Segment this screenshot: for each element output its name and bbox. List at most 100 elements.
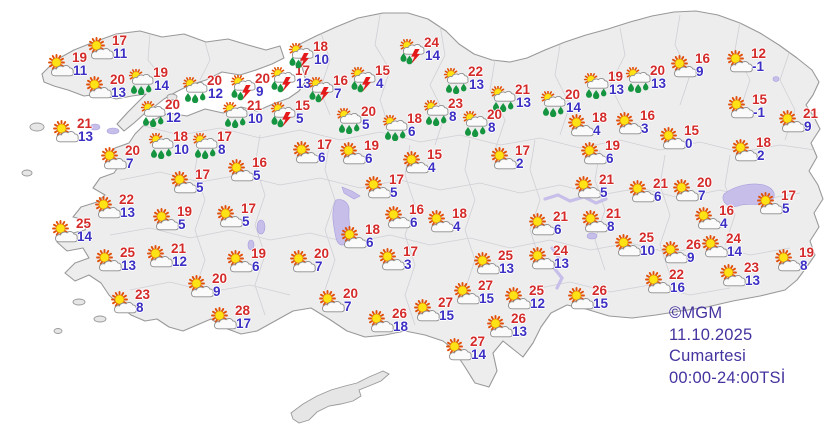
suncloud-icon <box>672 179 699 205</box>
suncloud-icon <box>774 249 801 275</box>
high-temp: 19 <box>364 138 380 153</box>
suncloud-icon <box>378 248 405 274</box>
high-temp: 17 <box>317 137 333 152</box>
storm-icon <box>270 102 297 128</box>
high-temp: 18 <box>173 129 189 144</box>
low-temp: 9 <box>256 84 264 99</box>
high-temp: 18 <box>592 110 608 125</box>
low-temp: -1 <box>753 105 766 120</box>
low-temp: 6 <box>318 150 326 165</box>
low-temp: 9 <box>213 284 221 299</box>
storm-icon <box>288 43 315 69</box>
low-temp: 9 <box>696 64 704 79</box>
high-temp: 20 <box>697 175 713 190</box>
low-temp: 5 <box>600 185 608 200</box>
suncloud-icon <box>694 207 721 233</box>
suncloud-icon <box>574 176 601 202</box>
low-temp: 2 <box>757 148 765 163</box>
high-temp: 15 <box>752 92 768 107</box>
low-temp: 6 <box>366 235 374 250</box>
low-temp: 13 <box>554 256 570 271</box>
low-temp: 13 <box>296 76 312 91</box>
suncloud-icon <box>152 208 179 234</box>
high-temp: 16 <box>252 155 268 170</box>
rain-icon <box>462 111 489 137</box>
high-temp: 28 <box>235 303 251 318</box>
rain-icon <box>140 101 167 127</box>
high-temp: 21 <box>553 209 569 224</box>
low-temp: 8 <box>488 120 496 135</box>
low-temp: 5 <box>362 117 370 132</box>
low-temp: 14 <box>425 48 441 63</box>
forecast-date: 11.10.2025 <box>669 325 753 344</box>
high-temp: 19 <box>608 69 624 84</box>
high-temp: 20 <box>125 143 141 158</box>
high-temp: 21 <box>803 106 819 121</box>
high-temp: 21 <box>599 172 615 187</box>
low-temp: 12 <box>208 86 224 101</box>
cyprus-island <box>290 370 390 424</box>
high-temp: 17 <box>217 129 233 144</box>
high-temp: 19 <box>153 65 169 80</box>
suncloud-icon <box>731 139 758 165</box>
forecast-day: Cumartesi <box>669 347 746 365</box>
high-temp: 16 <box>695 51 711 66</box>
suncloud-icon <box>216 205 243 231</box>
high-temp: 20 <box>255 71 271 86</box>
high-temp: 19 <box>251 246 267 261</box>
low-temp: 5 <box>196 180 204 195</box>
high-temp: 21 <box>77 116 93 131</box>
rain-icon <box>192 133 219 159</box>
rain-icon <box>583 73 610 99</box>
low-temp: 13 <box>745 273 761 288</box>
suncloud-icon <box>615 112 642 138</box>
low-temp: 12 <box>172 254 188 269</box>
high-temp: 20 <box>207 73 223 88</box>
high-temp: 19 <box>799 245 815 260</box>
high-temp: 22 <box>669 267 685 282</box>
suncloud-icon <box>226 250 253 276</box>
suncloud-icon <box>367 310 394 336</box>
suncloud-icon <box>187 275 214 301</box>
low-temp: 5 <box>390 185 398 200</box>
suncloud-icon <box>47 54 74 80</box>
low-temp: 13 <box>78 129 94 144</box>
high-temp: 21 <box>653 176 669 191</box>
suncloud-icon <box>146 245 173 271</box>
rain-icon <box>443 68 470 94</box>
suncloud-icon <box>95 249 122 275</box>
rain-icon <box>182 77 209 103</box>
high-temp: 25 <box>498 248 514 263</box>
low-temp: 14 <box>727 244 743 259</box>
high-temp: 16 <box>640 108 656 123</box>
low-temp: 15 <box>593 296 609 311</box>
suncloud-icon <box>528 213 555 239</box>
high-temp: 17 <box>515 143 531 158</box>
suncloud-icon <box>318 290 345 316</box>
high-temp: 26 <box>392 306 408 321</box>
low-temp: 4 <box>376 76 384 91</box>
high-temp: 16 <box>409 202 425 217</box>
suncloud-icon <box>644 271 671 297</box>
suncloud-icon <box>528 247 555 273</box>
suncloud-icon <box>51 220 78 246</box>
high-temp: 20 <box>565 87 581 102</box>
high-temp: 16 <box>719 203 735 218</box>
high-temp: 17 <box>112 33 128 48</box>
high-temp: 17 <box>241 201 257 216</box>
high-temp: 18 <box>407 111 423 126</box>
low-temp: 11 <box>113 46 128 61</box>
high-temp: 20 <box>165 97 181 112</box>
low-temp: 7 <box>698 188 706 203</box>
low-temp: 2 <box>516 156 524 171</box>
high-temp: 21 <box>515 82 531 97</box>
suncloud-icon <box>581 210 608 236</box>
low-temp: 7 <box>344 299 352 314</box>
high-temp: 21 <box>606 206 622 221</box>
low-temp: 8 <box>449 109 457 124</box>
high-temp: 12 <box>751 46 767 61</box>
low-temp: 13 <box>121 258 137 273</box>
low-temp: 5 <box>296 111 304 126</box>
high-temp: 16 <box>333 73 349 88</box>
high-temp: 17 <box>403 244 419 259</box>
